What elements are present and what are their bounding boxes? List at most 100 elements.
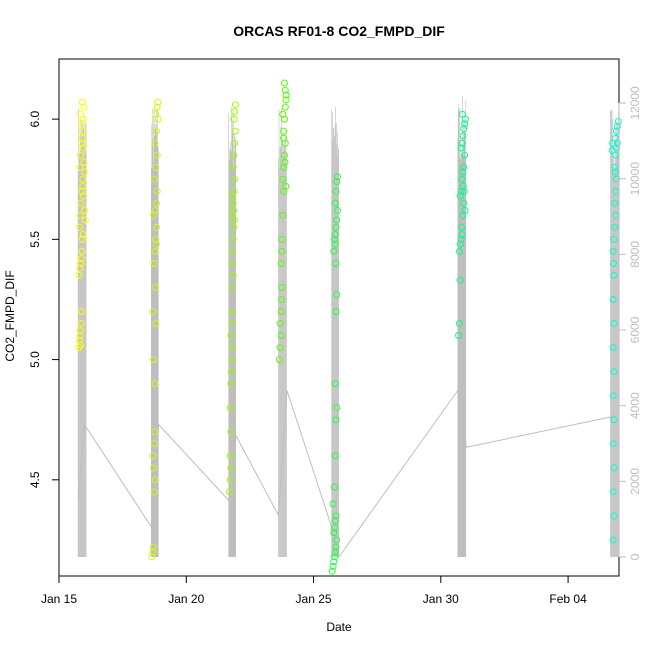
data-point: [332, 543, 340, 551]
data-point: [277, 308, 285, 315]
data-point: [277, 259, 285, 267]
plot-frame: [58, 58, 620, 577]
data-point: [78, 134, 86, 142]
data-point: [610, 235, 618, 243]
data-point: [610, 271, 618, 279]
data-point: [280, 163, 288, 171]
data-point: [151, 428, 159, 436]
y-tick-label: 5.0: [28, 351, 42, 368]
data-point: [331, 231, 339, 238]
data-point: [456, 276, 464, 284]
data-point: [332, 259, 340, 267]
x-axis-label: Date: [326, 620, 352, 634]
y2-tick-label: 2000: [628, 468, 642, 495]
data-point: [150, 211, 157, 219]
data-point: [282, 182, 290, 190]
data-point: [278, 247, 286, 255]
data-point: [231, 127, 239, 135]
data-point: [150, 356, 157, 364]
data-point: [81, 168, 89, 176]
data-point: [231, 101, 239, 109]
data-point: [150, 464, 157, 472]
data-point: [78, 187, 86, 195]
data-point: [331, 240, 339, 248]
data-point: [77, 259, 85, 267]
data-point: [278, 283, 286, 291]
data-point: [331, 483, 338, 491]
data-point: [75, 223, 83, 231]
data-point: [228, 211, 236, 219]
data-point: [78, 98, 86, 106]
x-tick-label: Jan 30: [423, 592, 459, 606]
data-point: [75, 271, 83, 279]
data-point: [334, 207, 341, 214]
data-point: [231, 108, 239, 116]
data-point: [330, 529, 338, 537]
data-point: [331, 517, 339, 525]
data-point: [608, 146, 616, 154]
data-point: [460, 125, 468, 133]
data-point: [610, 512, 618, 520]
data-point: [609, 536, 617, 544]
data-point: [79, 175, 87, 183]
data-point: [231, 175, 239, 183]
data-point: [153, 187, 161, 195]
data-point: [610, 320, 618, 327]
data-point: [77, 199, 85, 207]
data-point: [79, 182, 87, 190]
data-point: [77, 151, 85, 159]
data-point: [229, 192, 237, 200]
data-point: [329, 500, 337, 508]
data-point: [609, 296, 617, 303]
data-point: [228, 308, 236, 315]
data-point: [279, 211, 287, 219]
data-point: [458, 139, 466, 147]
data-point: [277, 332, 285, 339]
data-point: [80, 103, 88, 111]
data-point: [227, 380, 235, 388]
data-point: [227, 332, 235, 339]
y2-tick-label: 0: [628, 553, 642, 560]
data-point: [150, 440, 158, 448]
data-point: [228, 344, 236, 352]
data-point: [281, 151, 288, 159]
data-point: [278, 296, 285, 303]
data-point: [330, 247, 338, 255]
y2-tick-label: 4000: [628, 392, 642, 419]
data-point: [78, 235, 86, 243]
data-point: [281, 139, 289, 147]
data-point: [610, 416, 618, 424]
data-point: [80, 192, 88, 200]
data-point: [78, 139, 85, 147]
data-point: [333, 536, 341, 544]
data-point: [456, 240, 464, 248]
data-point: [76, 163, 84, 171]
y2-tick-label: 8000: [628, 241, 642, 268]
right-axis: 0 2000 4000 6000 8000 10000 12000: [618, 86, 642, 560]
data-point: [610, 368, 618, 376]
data-point: [333, 178, 341, 186]
y-axis: 4.5 5.0 5.5 6.0: [28, 110, 60, 488]
data-point: [461, 207, 469, 214]
data-point: [614, 118, 622, 125]
data-point: [77, 320, 85, 327]
data-point: [282, 96, 290, 104]
data-point: [154, 98, 162, 106]
data-point: [149, 452, 157, 460]
data-point: [78, 247, 86, 255]
data-point: [275, 356, 283, 364]
data-point: [225, 488, 233, 496]
data-point: [609, 344, 617, 352]
altitude-line: [77, 389, 620, 559]
data-point: [333, 216, 341, 224]
data-point: [331, 553, 338, 561]
data-point: [79, 144, 87, 152]
data-point: [278, 235, 286, 243]
data-point: [610, 259, 617, 267]
data-point: [281, 86, 289, 94]
y2-tick-label: 12000: [628, 86, 642, 120]
altitude-layer: [77, 95, 620, 559]
data-point: [79, 231, 87, 238]
data-point: [281, 79, 288, 87]
